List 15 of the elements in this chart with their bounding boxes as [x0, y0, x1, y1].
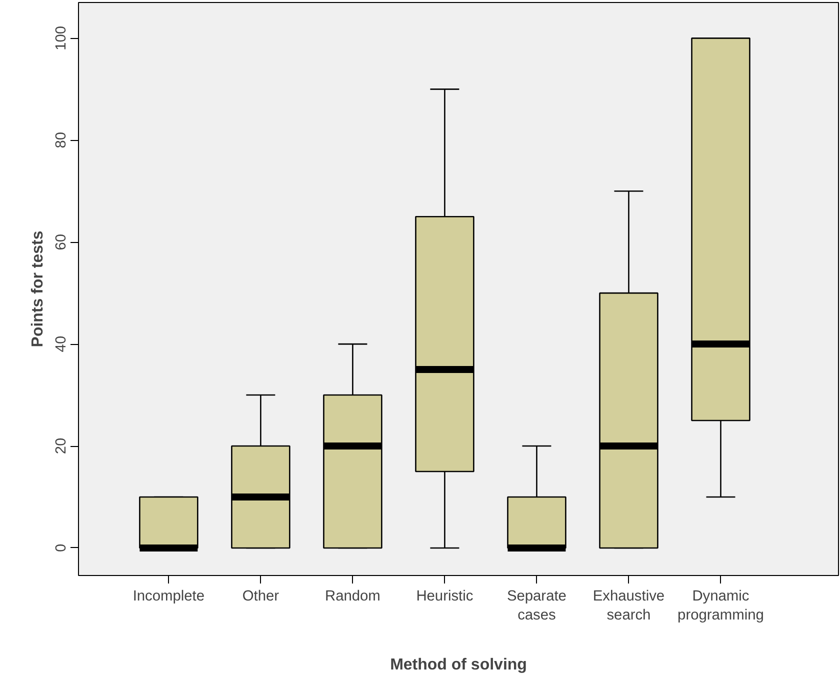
- y-axis-title: Points for tests: [30, 230, 46, 348]
- y-tick-label: 100: [54, 26, 70, 50]
- y-tick-label: 20: [54, 438, 70, 454]
- x-tick-label: Heuristic: [416, 588, 474, 604]
- x-tick-label: Other: [242, 588, 280, 604]
- y-tick-label: 0: [54, 544, 70, 552]
- x-tick-label: Random: [324, 588, 380, 604]
- x-tick-label: Incomplete: [132, 588, 205, 604]
- x-tick-label: Separate cases: [506, 588, 566, 624]
- x-tick-label: Dynamic programming: [678, 588, 764, 624]
- x-axis-title: Method of solving: [390, 656, 527, 674]
- y-tick-label: 40: [54, 336, 70, 352]
- y-tick-label: 60: [54, 234, 70, 250]
- x-tick-label: Exhaustive search: [592, 588, 665, 624]
- y-tick-label: 80: [54, 132, 70, 148]
